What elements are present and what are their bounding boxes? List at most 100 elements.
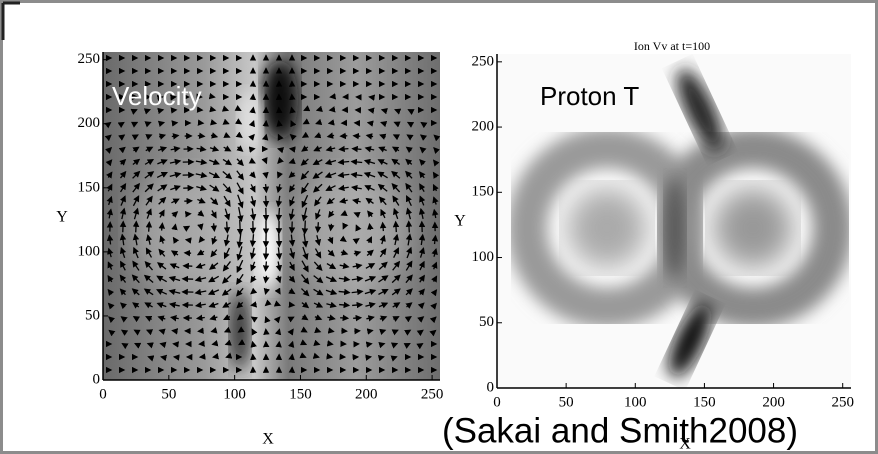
arrow bbox=[432, 208, 439, 219]
arrow bbox=[184, 237, 192, 244]
arrow bbox=[145, 134, 153, 141]
arrow bbox=[432, 183, 439, 192]
arrow bbox=[419, 134, 428, 141]
arrow bbox=[391, 158, 400, 166]
arrow bbox=[210, 197, 219, 206]
arrow bbox=[366, 249, 374, 257]
arrow bbox=[337, 184, 349, 192]
arrow bbox=[288, 353, 295, 361]
arrow bbox=[328, 210, 335, 218]
arrow bbox=[118, 146, 126, 154]
arrow bbox=[157, 159, 168, 166]
arrow bbox=[223, 221, 231, 234]
arrow bbox=[145, 146, 154, 153]
arrow bbox=[314, 314, 323, 321]
arrow bbox=[209, 314, 218, 321]
arrow bbox=[302, 118, 310, 125]
arrow bbox=[314, 248, 322, 259]
arrow bbox=[340, 314, 350, 322]
arrow bbox=[263, 275, 270, 284]
arrow bbox=[301, 194, 309, 208]
arrow bbox=[379, 133, 387, 140]
x-tick-label: 250 bbox=[421, 386, 444, 402]
citation: (Sakai and Smith2008) bbox=[442, 411, 798, 450]
arrow bbox=[236, 158, 244, 167]
arrow bbox=[236, 259, 244, 273]
arrow bbox=[367, 210, 374, 218]
arrow bbox=[209, 184, 220, 192]
arrow bbox=[327, 119, 335, 126]
arrow bbox=[119, 207, 127, 220]
arrow bbox=[429, 316, 437, 324]
arrow bbox=[405, 302, 413, 309]
arrow bbox=[194, 288, 207, 296]
arrow bbox=[312, 171, 323, 179]
arrow bbox=[378, 341, 386, 349]
arrow bbox=[404, 316, 412, 323]
arrow bbox=[432, 171, 440, 179]
arrow bbox=[117, 121, 125, 129]
arrow bbox=[392, 207, 400, 220]
arrow bbox=[405, 207, 413, 220]
arrow bbox=[315, 209, 322, 220]
arrow bbox=[209, 262, 219, 270]
arrow bbox=[249, 234, 257, 248]
arrow bbox=[106, 234, 114, 245]
arrow bbox=[340, 209, 348, 216]
arrow bbox=[223, 234, 231, 247]
arrow bbox=[326, 340, 334, 347]
arrow bbox=[248, 157, 256, 164]
arrow bbox=[236, 170, 244, 181]
arrow bbox=[314, 235, 322, 246]
heatmap-image bbox=[497, 54, 851, 388]
arrow bbox=[107, 275, 114, 283]
arrow bbox=[159, 235, 166, 244]
arrow bbox=[130, 108, 138, 115]
arrow bbox=[275, 275, 282, 284]
arrow bbox=[314, 196, 322, 207]
arrow bbox=[236, 246, 243, 261]
arrow bbox=[119, 302, 128, 310]
arrow bbox=[339, 197, 348, 204]
arrow bbox=[419, 158, 426, 166]
arrow bbox=[353, 212, 361, 219]
arrow bbox=[326, 132, 335, 139]
annotation: Velocity bbox=[112, 81, 202, 111]
arrow bbox=[171, 133, 180, 140]
arrow bbox=[353, 250, 362, 257]
arrow bbox=[170, 145, 181, 153]
arrow bbox=[197, 327, 204, 334]
arrow bbox=[340, 249, 349, 256]
x-axis-label: X bbox=[679, 436, 691, 453]
arrow bbox=[238, 339, 246, 346]
arrow bbox=[393, 121, 401, 128]
arrow bbox=[300, 158, 309, 166]
arrow bbox=[289, 133, 297, 141]
arrow bbox=[262, 183, 270, 194]
arrow bbox=[249, 106, 256, 114]
arrow bbox=[221, 274, 232, 284]
arrow bbox=[210, 210, 217, 219]
arrow bbox=[248, 146, 256, 153]
arrow bbox=[104, 134, 112, 142]
arrow bbox=[119, 182, 127, 193]
x-tick-label: 0 bbox=[99, 386, 107, 402]
arrow bbox=[145, 329, 154, 336]
arrow bbox=[392, 302, 401, 309]
arrow bbox=[301, 220, 309, 235]
arrow bbox=[301, 207, 308, 222]
arrow bbox=[275, 207, 283, 222]
arrow bbox=[237, 207, 244, 223]
arrow bbox=[312, 158, 323, 165]
arrow bbox=[366, 120, 374, 127]
arrow bbox=[301, 131, 310, 138]
arrow bbox=[208, 172, 221, 179]
arrow bbox=[380, 120, 388, 128]
arrow bbox=[379, 328, 387, 336]
arrow bbox=[378, 288, 389, 295]
arrow bbox=[223, 131, 231, 138]
arrow bbox=[342, 222, 349, 230]
arrow bbox=[108, 316, 116, 324]
arrow bbox=[365, 263, 376, 270]
